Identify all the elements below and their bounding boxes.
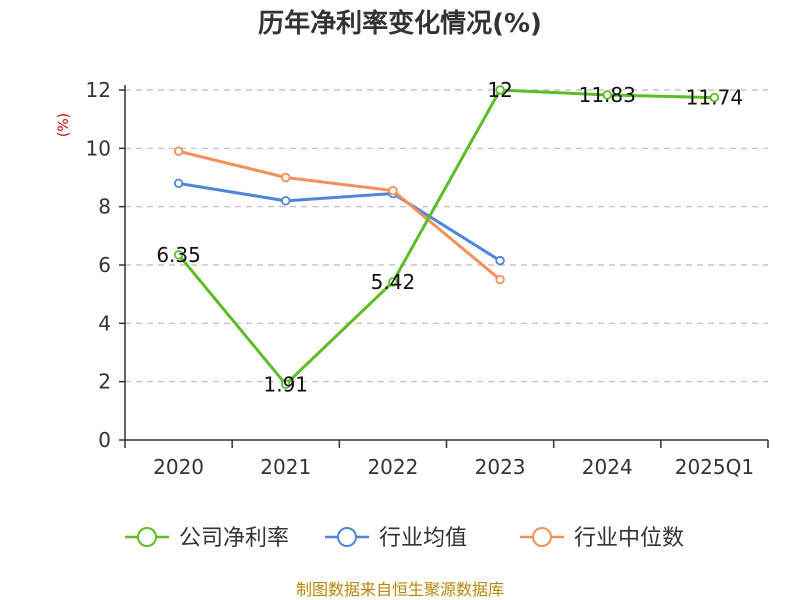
data-point <box>495 85 505 95</box>
x-tick-label: 2021 <box>260 455 311 479</box>
data-label: 6.35 <box>156 243 201 267</box>
series-2 <box>173 146 505 285</box>
data-point <box>709 92 720 103</box>
series-line <box>178 149 502 281</box>
y-tick-label: 0 <box>98 428 111 452</box>
data-label: 5.42 <box>371 270 416 294</box>
data-point <box>173 178 184 189</box>
x-tick-label: 2025Q1 <box>675 455 754 479</box>
series-line <box>178 181 501 262</box>
x-tick-label: 2023 <box>475 455 526 479</box>
data-labels: 6.35 1.91 5.42 12 11.83 11.74 <box>156 78 743 396</box>
data-point <box>173 250 184 260</box>
legend-marker <box>137 527 157 547</box>
series <box>173 85 720 389</box>
legend-label: 行业均值 <box>379 526 467 551</box>
data-label: 1.91 <box>263 372 308 396</box>
y-tick-label: 2 <box>98 370 111 394</box>
y-tick-label: 8 <box>98 195 111 219</box>
y-tick-label: 6 <box>98 253 111 277</box>
series-line <box>177 88 715 386</box>
legend-marker <box>532 527 552 547</box>
data-point <box>388 277 398 287</box>
data-point <box>388 185 398 196</box>
chart-title: 历年净利率变化情况(%) <box>258 8 542 39</box>
y-tick-label: 4 <box>98 311 111 335</box>
data-label: 12 <box>487 78 512 102</box>
data-point <box>281 196 291 206</box>
legend: 公司净利率 行业均值 行业中位数 <box>125 526 684 551</box>
legend-label: 行业中位数 <box>574 526 684 551</box>
legend-item: 行业中位数 <box>520 526 684 551</box>
x-tick-label: 2024 <box>582 455 633 479</box>
legend-item: 公司净利率 <box>125 526 289 551</box>
y-tick-label: 10 <box>86 136 111 160</box>
series-1 <box>173 178 505 266</box>
axes: 0 2 4 6 8 10 12 2020 2021 2022 2023 2024 2025Q1 <box>86 78 769 479</box>
x-tick-label: 2020 <box>153 455 204 479</box>
data-point <box>602 90 612 100</box>
grid-lines <box>125 89 768 383</box>
y-tick-label: 12 <box>86 78 111 102</box>
legend-marker <box>337 527 357 547</box>
y-axis-label: (%) <box>56 113 72 137</box>
data-point <box>173 146 184 156</box>
data-label: 11.74 <box>686 86 743 110</box>
data-point <box>281 172 291 183</box>
data-point <box>281 379 291 389</box>
data-label: 11.83 <box>579 83 636 107</box>
x-tick-label: 2022 <box>367 455 418 479</box>
legend-label: 公司净利率 <box>179 526 289 551</box>
data-point <box>495 255 505 266</box>
data-point <box>495 274 505 285</box>
source-note: 制图数据来自恒生聚源数据库 <box>296 580 504 599</box>
series-0 <box>173 85 720 389</box>
legend-item: 行业均值 <box>325 526 467 551</box>
